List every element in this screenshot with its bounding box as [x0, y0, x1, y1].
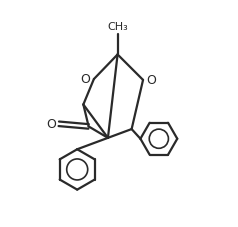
- Text: O: O: [46, 118, 56, 131]
- Text: O: O: [147, 73, 156, 86]
- Text: O: O: [80, 72, 90, 85]
- Text: CH₃: CH₃: [107, 22, 128, 32]
